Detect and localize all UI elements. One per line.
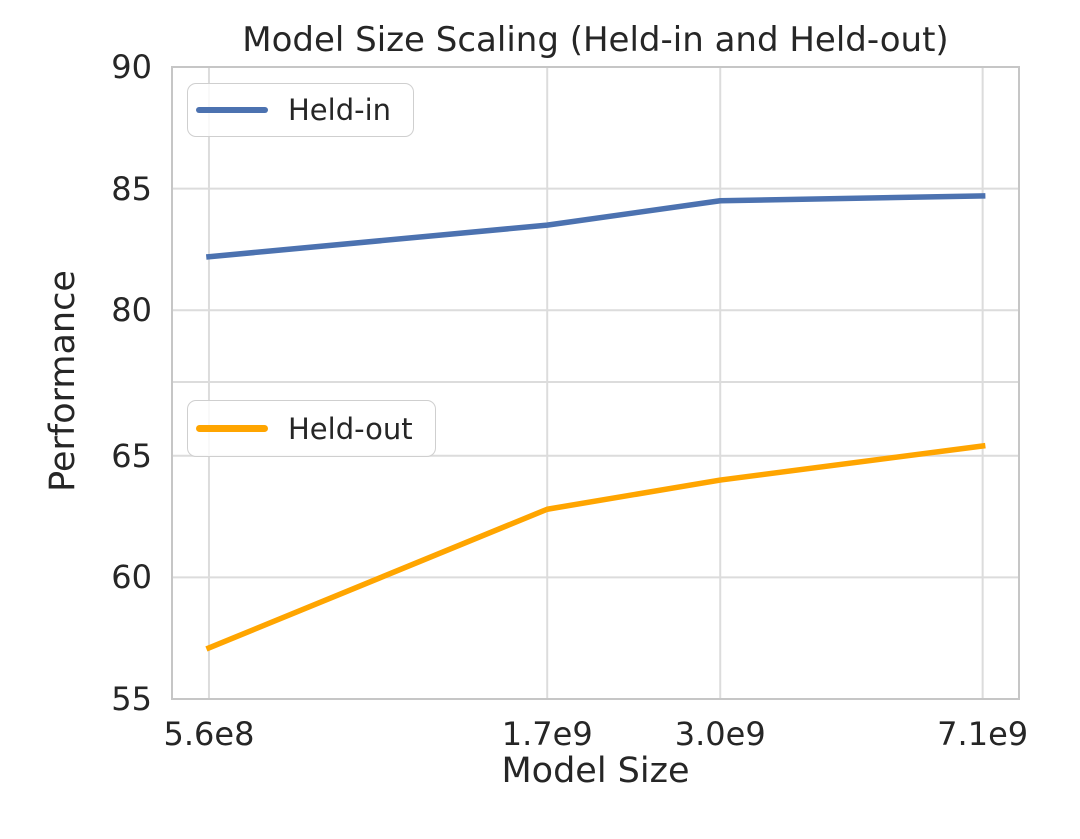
y-tick-label: 55 bbox=[111, 680, 152, 718]
y-tick-label: 65 bbox=[111, 436, 152, 475]
x-tick-label: 1.7e9 bbox=[501, 715, 593, 753]
y-tick-label: 85 bbox=[111, 169, 152, 208]
legend-held-out-line-sample bbox=[196, 425, 268, 432]
x-tick-label: 7.1e9 bbox=[937, 715, 1029, 753]
x-tick-label: 5.6e8 bbox=[163, 715, 255, 753]
y-tick-label: 90 bbox=[111, 48, 152, 86]
legend-held-out: Held-out bbox=[187, 400, 436, 457]
legend-held-in: Held-in bbox=[187, 83, 415, 137]
chart-title: Model Size Scaling (Held-in and Held-out… bbox=[242, 20, 949, 60]
y-tick-label: 60 bbox=[111, 558, 152, 597]
held-in-line bbox=[205, 193, 986, 260]
axes-frame bbox=[171, 66, 1020, 700]
x-tick-label: 3.0e9 bbox=[674, 715, 766, 753]
x-axis-label: Model Size bbox=[501, 751, 690, 791]
y-tick-label: 80 bbox=[111, 291, 152, 330]
legend-held-in-line-sample bbox=[196, 106, 268, 114]
held-out-line bbox=[205, 442, 986, 652]
legend-held-out-label: Held-out bbox=[288, 411, 413, 446]
y-axis-label: Performance bbox=[42, 270, 83, 492]
legend-held-in-label: Held-in bbox=[288, 93, 392, 127]
